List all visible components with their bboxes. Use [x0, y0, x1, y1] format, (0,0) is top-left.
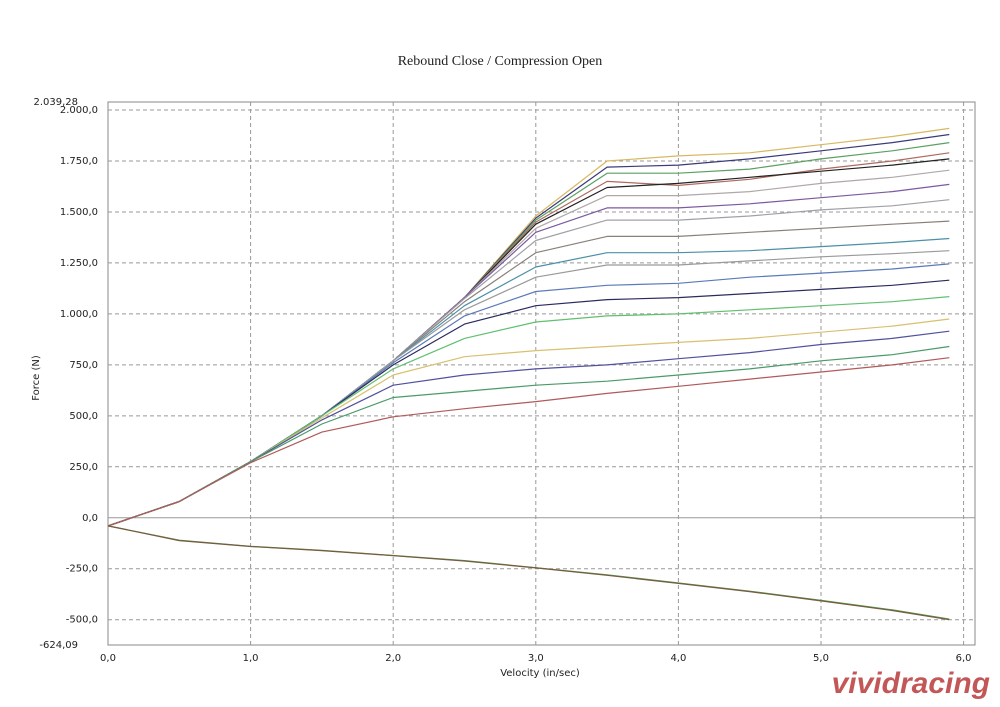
x-tick-label: 1,0 — [243, 653, 259, 664]
y-tick-label: 250,0 — [69, 462, 98, 473]
series-line — [107, 345, 950, 527]
series-line — [107, 318, 950, 527]
x-tick-label: 6,0 — [956, 653, 972, 664]
x-tick-label: 2,0 — [385, 653, 401, 664]
series-line — [107, 525, 950, 620]
y-tick-label: 500,0 — [69, 411, 98, 422]
chart-title: Rebound Close / Compression Open — [398, 54, 603, 69]
y-tick-label: 1.500,0 — [60, 207, 98, 218]
y-tick-label: -624,09 — [39, 640, 78, 651]
y-tick-label: 1.750,0 — [60, 156, 98, 167]
series-line — [107, 152, 950, 527]
x-tick-label: 4,0 — [670, 653, 686, 664]
x-tick-label: 0,0 — [100, 653, 116, 664]
series-line — [107, 296, 950, 527]
series-line — [107, 237, 950, 527]
series-line — [107, 279, 950, 527]
watermark: vividracing — [832, 667, 990, 700]
y-tick-label: 2.000,0 — [60, 105, 98, 116]
series-line — [107, 127, 950, 527]
y-tick-label: 1.250,0 — [60, 258, 98, 269]
x-tick-label: 3,0 — [528, 653, 544, 664]
series-line — [107, 357, 950, 527]
series-line — [107, 220, 950, 527]
plot-frame — [107, 101, 976, 646]
y-tick-label: -500,0 — [66, 615, 98, 626]
y-tick-label: 750,0 — [69, 360, 98, 371]
x-axis-label: Velocity (in/sec) — [500, 668, 580, 679]
y-tick-label: 2.039,28 — [33, 97, 78, 108]
y-tick-label: -250,0 — [66, 564, 98, 575]
series-line — [107, 142, 950, 527]
y-axis-label: Force (N) — [31, 355, 42, 401]
series-line — [107, 250, 950, 527]
y-tick-label: 1.000,0 — [60, 309, 98, 320]
x-tick-label: 5,0 — [813, 653, 829, 664]
y-tick-label: 0,0 — [82, 513, 98, 524]
series-line — [107, 199, 950, 527]
series-line — [107, 263, 950, 527]
series-line — [107, 525, 950, 621]
